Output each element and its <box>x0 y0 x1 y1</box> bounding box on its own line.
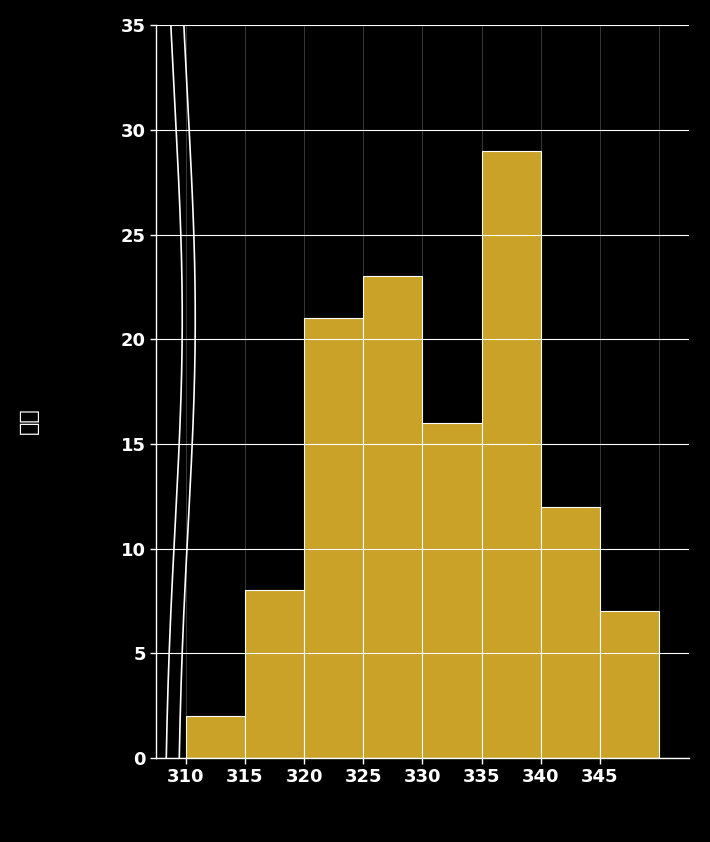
Bar <box>422 423 481 758</box>
Bar <box>481 151 541 758</box>
Bar <box>364 276 422 758</box>
Bar <box>245 590 304 758</box>
Bar <box>186 716 245 758</box>
Text: 度数: 度数 <box>18 408 38 434</box>
Bar <box>541 507 600 758</box>
Bar <box>600 611 659 758</box>
Bar <box>304 318 364 758</box>
